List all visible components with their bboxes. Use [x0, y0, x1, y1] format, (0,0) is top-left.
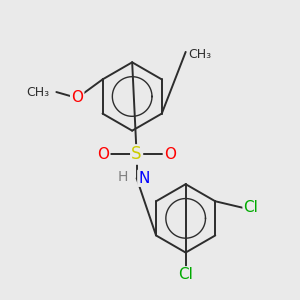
Text: O: O: [71, 91, 83, 106]
Text: O: O: [164, 147, 176, 162]
Text: H: H: [118, 170, 128, 184]
Text: CH₃: CH₃: [189, 48, 212, 62]
Text: Cl: Cl: [178, 267, 193, 282]
Text: S: S: [131, 146, 142, 164]
Text: N: N: [138, 171, 150, 186]
Text: Cl: Cl: [244, 200, 259, 215]
Text: CH₃: CH₃: [26, 85, 49, 98]
Text: O: O: [97, 147, 109, 162]
